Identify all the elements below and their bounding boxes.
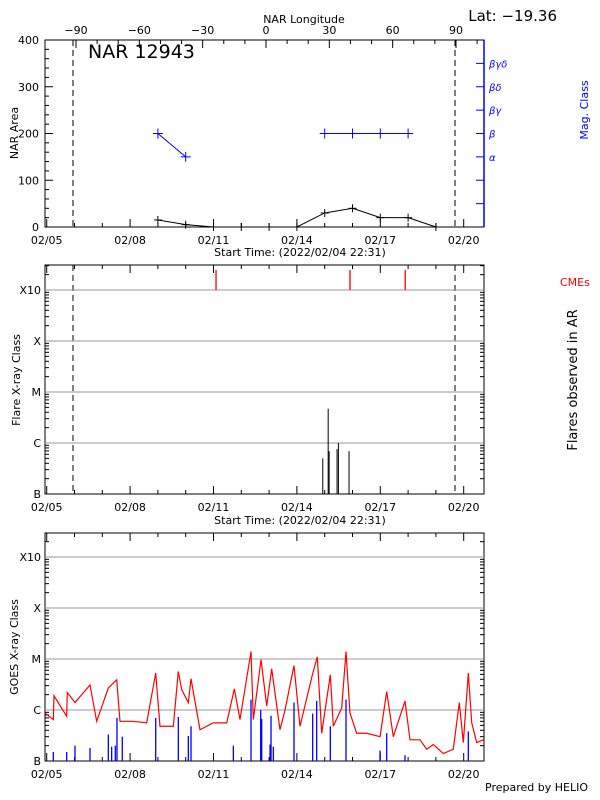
y-tick-label: X10 <box>19 284 41 297</box>
y-tick-label: 100 <box>18 174 39 187</box>
longitude-tick-label: −30 <box>191 24 214 37</box>
x-tick-label: 02/08 <box>114 234 146 247</box>
region-title: NAR 12943 <box>88 41 195 63</box>
nar-area-point <box>320 208 329 217</box>
y-tick-label: 400 <box>18 34 39 47</box>
mag-class-line <box>157 133 187 158</box>
mag-class-tick-label: βγ <box>488 106 502 117</box>
x-tick-label: 02/14 <box>281 234 313 247</box>
x-tick-label: 02/05 <box>31 768 63 781</box>
mag-class-point <box>403 128 414 139</box>
y-tick-label: X <box>33 602 41 615</box>
nar-area-point <box>237 223 246 231</box>
mag-class-point <box>347 128 358 139</box>
mag-class-point <box>319 128 330 139</box>
x-tick-label: 02/17 <box>364 234 396 247</box>
nar-area-point <box>404 213 413 222</box>
y-tick-label: B <box>33 755 41 768</box>
x-tick-label: 02/05 <box>31 234 63 247</box>
credit-label: Prepared by HELIO <box>485 781 588 794</box>
nar-area-point <box>376 213 385 222</box>
y-tick-label: B <box>33 488 41 501</box>
nar-area-axis-label: NAR Area <box>8 107 21 159</box>
mag-class-axis-label: Mag. Class <box>578 80 591 139</box>
mag-class-tick-label: βδ <box>488 83 502 94</box>
mag-class-tick-label: βγδ <box>488 59 507 70</box>
longitude-tick-label: −60 <box>128 24 151 37</box>
x-tick-label: 02/08 <box>114 501 146 514</box>
y-tick-label: 200 <box>18 128 39 141</box>
x-tick-label: 02/11 <box>198 234 230 247</box>
mag-class-tick-label: α <box>489 153 496 164</box>
y-tick-label: M <box>32 653 42 666</box>
x-tick-label: 02/05 <box>31 501 63 514</box>
nar-area-point <box>153 215 162 224</box>
y-tick-label: X10 <box>19 551 41 564</box>
nar-area-point <box>431 223 440 231</box>
x-tick-label: 02/11 <box>198 768 230 781</box>
panel2-x-axis-label: Start Time: (2022/02/04 22:31) <box>214 514 386 527</box>
x-tick-label: 02/17 <box>364 501 396 514</box>
y-tick-label: M <box>32 386 42 399</box>
y-tick-label: C <box>33 437 41 450</box>
mag-class-point <box>152 128 163 139</box>
x-tick-label: 02/20 <box>448 768 480 781</box>
longitude-tick-label: 0 <box>263 24 270 37</box>
y-tick-label: 300 <box>18 81 39 94</box>
x-tick-label: 02/08 <box>114 768 146 781</box>
y-tick-label: X <box>33 335 41 348</box>
goes-long-line <box>44 651 484 755</box>
nar-area-point <box>181 220 190 229</box>
mag-class-tick-label: β <box>488 130 496 141</box>
panel1-x-axis-label: Start Time: (2022/02/04 22:31) <box>214 246 386 259</box>
top-x-axis-label: NAR Longitude <box>263 13 345 26</box>
y-tick-label: 0 <box>32 221 39 234</box>
panel3-frame <box>44 532 485 762</box>
nar-area-point <box>265 223 274 231</box>
x-tick-label: 02/14 <box>281 768 313 781</box>
latitude-label: Lat: −19.36 <box>468 7 557 25</box>
y-tick-label: C <box>33 704 41 717</box>
x-tick-label: 02/20 <box>448 234 480 247</box>
flare-class-axis-label: Flare X-ray Class <box>10 334 23 426</box>
longitude-tick-label: 60 <box>386 24 400 37</box>
x-tick-label: 02/17 <box>364 768 396 781</box>
longitude-tick-label: −90 <box>64 24 87 37</box>
mag-class-point <box>180 151 191 162</box>
mag-class-point <box>375 128 386 139</box>
longitude-tick-label: 90 <box>449 24 463 37</box>
x-tick-label: 02/20 <box>448 501 480 514</box>
goes-class-axis-label: GOES X-ray Class <box>8 599 21 695</box>
nar-area-point <box>209 223 218 231</box>
x-tick-label: 02/11 <box>198 501 230 514</box>
flares-observed-axis-label: Flares observed in AR <box>566 309 581 450</box>
nar-area-point <box>292 223 301 231</box>
x-tick-label: 02/14 <box>281 501 313 514</box>
longitude-tick-label: 30 <box>322 24 336 37</box>
nar-area-point <box>348 204 357 213</box>
panel2-frame <box>44 264 485 495</box>
cme-label: CMEs <box>560 276 590 289</box>
panel1-frame <box>44 39 485 228</box>
